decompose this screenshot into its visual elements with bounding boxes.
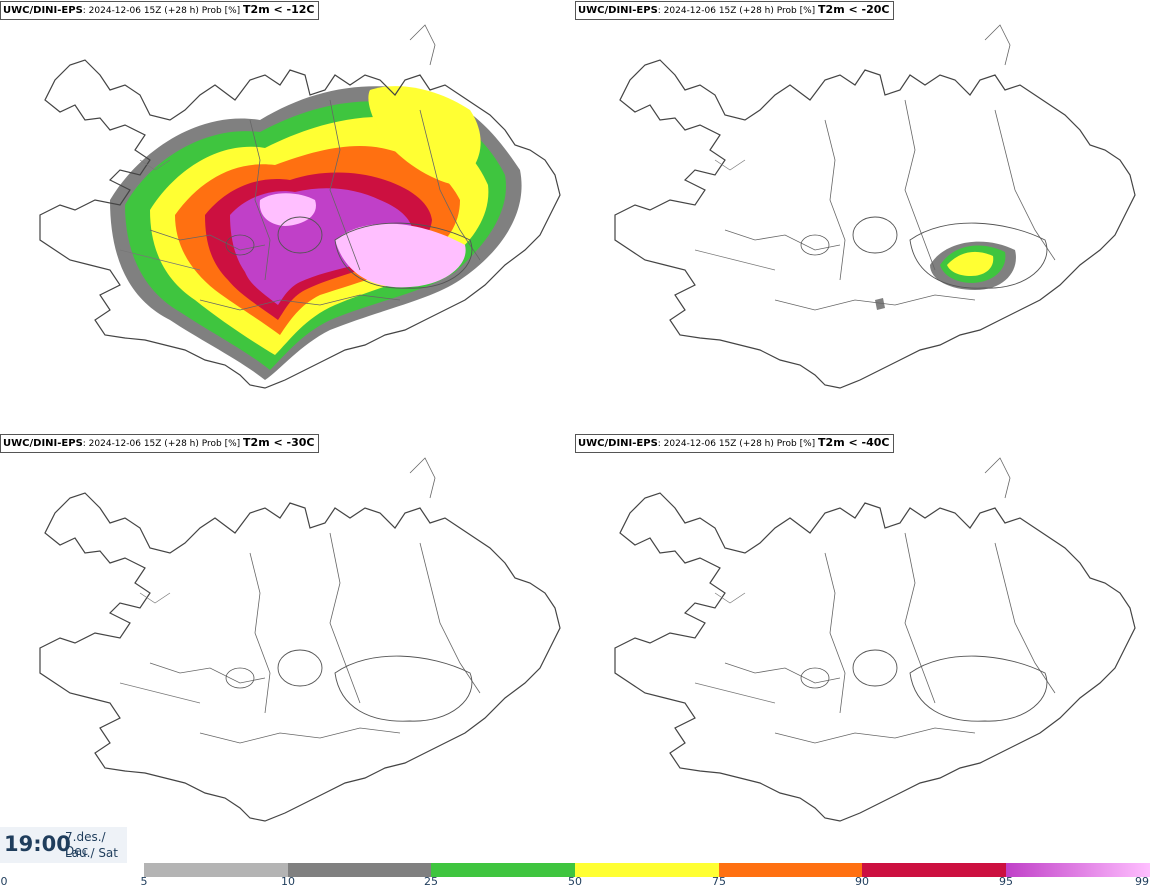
probability-field bbox=[110, 86, 522, 380]
iceland-map bbox=[0, 433, 575, 863]
valid-date: 7.des./ Dec bbox=[65, 830, 106, 858]
map-panel-t2m-minus-30: UWC/DINI-EPS: 2024-12-06 15Z (+28 h) Pro… bbox=[0, 433, 575, 863]
colorbar-tick-label: 90 bbox=[855, 875, 869, 888]
colorbar-tick-label: 5 bbox=[140, 875, 148, 888]
iceland-map bbox=[0, 0, 575, 430]
colorbar-tick-label: 10 bbox=[281, 875, 295, 888]
map-panel-t2m-minus-12: UWC/DINI-EPS: 2024-12-06 15Z (+28 h) Pro… bbox=[0, 0, 575, 430]
colorbar bbox=[144, 863, 1150, 877]
colorbar-tick-label: 50 bbox=[568, 875, 582, 888]
colorbar-tick-label: 75 bbox=[712, 875, 726, 888]
valid-time: 19:00 bbox=[4, 832, 71, 856]
colorbar-bin bbox=[1006, 863, 1150, 877]
colorbar-bin bbox=[431, 863, 575, 877]
colorbar-bin bbox=[862, 863, 1006, 877]
colorbar-tick-label: 0 bbox=[0, 875, 8, 888]
iceland-map bbox=[575, 0, 1150, 430]
map-panel-t2m-minus-20: UWC/DINI-EPS: 2024-12-06 15Z (+28 h) Pro… bbox=[575, 0, 1150, 430]
colorbar-bin bbox=[144, 863, 288, 877]
colorbar-tick-label: 95 bbox=[999, 875, 1013, 888]
valid-day: Lau./ Sat bbox=[65, 846, 118, 860]
map-panel-t2m-minus-40: UWC/DINI-EPS: 2024-12-06 15Z (+28 h) Pro… bbox=[575, 433, 1150, 863]
coastline bbox=[615, 458, 1135, 821]
colorbar-bin bbox=[719, 863, 862, 877]
panel-title: UWC/DINI-EPS: 2024-12-06 15Z (+28 h) Pro… bbox=[575, 434, 894, 453]
iceland-map bbox=[575, 433, 1150, 863]
coastline bbox=[40, 458, 560, 821]
colorbar-bin bbox=[288, 863, 431, 877]
colorbar-tick-label: 25 bbox=[424, 875, 438, 888]
coastline bbox=[615, 25, 1135, 388]
probability-field bbox=[875, 241, 1016, 310]
panel-title: UWC/DINI-EPS: 2024-12-06 15Z (+28 h) Pro… bbox=[575, 1, 894, 20]
colorbar-tick-label: 99 bbox=[1135, 875, 1149, 888]
panel-title: UWC/DINI-EPS: 2024-12-06 15Z (+28 h) Pro… bbox=[0, 434, 319, 453]
panel-title: UWC/DINI-EPS: 2024-12-06 15Z (+28 h) Pro… bbox=[0, 1, 319, 20]
valid-time-box: 19:00 7.des./ Dec Lau./ Sat bbox=[0, 827, 127, 863]
colorbar-bin bbox=[575, 863, 719, 877]
